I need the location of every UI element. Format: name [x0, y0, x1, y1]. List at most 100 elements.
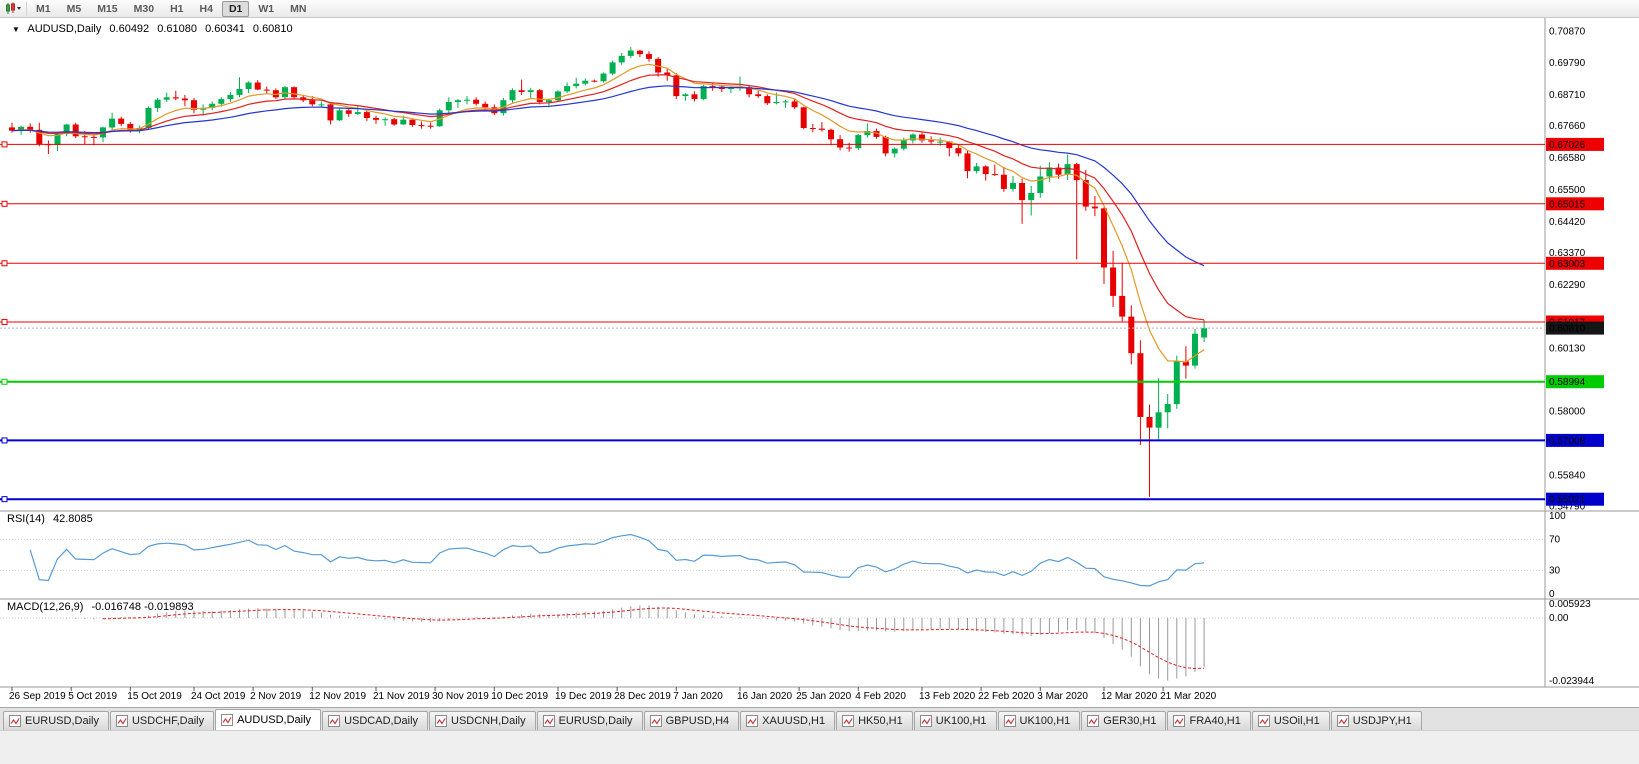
- hline-handle: [1, 200, 8, 207]
- tab-fra40-h1[interactable]: FRA40,H1: [1167, 711, 1251, 730]
- rsi-pane-label: RSI(14) 42.8085: [7, 513, 98, 525]
- macd-axis-label: 0.00: [1549, 613, 1569, 624]
- hline-handle: [1, 496, 8, 503]
- chart-tab-icon: [1087, 715, 1100, 727]
- price-axis-label: 0.68710: [1549, 90, 1586, 101]
- price-axis-label: 0.62290: [1549, 280, 1586, 291]
- tab-label: GBPUSD,H4: [665, 715, 730, 727]
- tab-usdcnh-daily[interactable]: USDCNH,Daily: [429, 711, 536, 730]
- chart-tab-icon: [1336, 715, 1349, 727]
- timeframe-button-d1[interactable]: D1: [221, 0, 250, 17]
- tab-gbpusd-h4[interactable]: GBPUSD,H4: [643, 711, 740, 730]
- timeframe-button-m15[interactable]: M15: [97, 2, 118, 15]
- tab-label: USDCHF,Daily: [131, 715, 205, 727]
- price-axis-label: 0.66580: [1549, 153, 1586, 164]
- ohlc-open: 0.60492: [109, 23, 150, 35]
- price-axis-label: 0.55840: [1549, 470, 1586, 481]
- tab-label: XAUUSD,H1: [762, 715, 826, 727]
- tab-label: FRA40,H1: [1189, 715, 1241, 727]
- price-badge: [1546, 197, 1604, 211]
- tab-eurusd-daily[interactable]: EURUSD,Daily: [536, 711, 643, 730]
- price-axis-label: 0.70870: [1549, 26, 1586, 37]
- tab-eurusd-daily[interactable]: EURUSD,Daily: [3, 711, 109, 730]
- price-axis-label: 0.69790: [1549, 58, 1586, 69]
- macd-signal-line: [102, 607, 1205, 670]
- tab-label: UK100,H1: [935, 715, 987, 727]
- timeframe-button-m1[interactable]: M1: [36, 2, 51, 15]
- date-axis-label: 24 Oct 2019: [191, 691, 246, 702]
- chart-tab-icon: [542, 715, 555, 727]
- tab-uk100-h1[interactable]: UK100,H1: [997, 711, 1081, 730]
- rsi-line: [29, 533, 1205, 587]
- chart-tab-icon: [435, 715, 448, 727]
- chart-tab-icon: [115, 715, 128, 727]
- macd-pane-label: MACD(12,26,9) -0.016748 -0.019893: [7, 601, 199, 613]
- collapse-triangle-icon[interactable]: ▼: [12, 25, 20, 34]
- chart-tabbar: EURUSD,Daily USDCHF,Daily AUDUSD,Daily USDC…: [0, 707, 1639, 730]
- tab-ger30-h1[interactable]: GER30,H1: [1081, 711, 1167, 730]
- date-axis-label: 30 Nov 2019: [432, 691, 489, 702]
- timeframe-button-h4[interactable]: H4: [199, 2, 213, 15]
- chart-window: 0.70870 0.69790 0.68710 0.67660 0.66580 0.655…: [0, 18, 1639, 707]
- chart-tab-icon: [1003, 715, 1016, 727]
- date-axis-label: 21 Nov 2019: [373, 691, 430, 702]
- chart-dropdown-icon[interactable]: [3, 1, 27, 16]
- macd-axis-label: 0.005923: [1549, 599, 1591, 610]
- date-axis-label: 16 Jan 2020: [737, 691, 792, 702]
- tab-usdjpy-h1[interactable]: USDJPY,H1: [1330, 711, 1422, 730]
- hline-handle: [1, 260, 8, 267]
- price-badge-label: 0.67026: [1549, 140, 1586, 151]
- macd-indicator-value: -0.016748 -0.019893: [91, 601, 194, 613]
- timeframe-button-m5[interactable]: M5: [66, 2, 82, 15]
- tab-uk100-h1[interactable]: UK100,H1: [913, 711, 997, 730]
- chart-tab-icon: [328, 715, 341, 727]
- chart-canvas[interactable]: 0.70870 0.69790 0.68710 0.67660 0.66580 0.655…: [0, 18, 1639, 707]
- macd-indicator-name: MACD(12,26,9): [7, 601, 84, 613]
- date-axis-label: 21 Mar 2020: [1160, 691, 1217, 702]
- timeframe-toolbar: M1 M5 M15 M30 H1 H4 D1 W1 MN: [0, 0, 1639, 18]
- price-badge: [1546, 492, 1604, 506]
- price-badge: [1546, 137, 1604, 151]
- tab-usdcad-daily[interactable]: USDCAD,Daily: [322, 711, 429, 730]
- price-axis-label: 0.58000: [1549, 407, 1586, 418]
- timeframe-button-m30[interactable]: M30: [133, 2, 155, 15]
- chart-tab-icon: [919, 715, 932, 727]
- date-axis-label: 10 Dec 2019: [491, 691, 548, 702]
- hline-handle: [1, 437, 8, 444]
- tab-hk50-h1[interactable]: HK50,H1: [836, 711, 913, 730]
- tab-xauusd-h1[interactable]: XAUUSD,H1: [740, 711, 836, 730]
- date-axis-label: 28 Dec 2019: [614, 691, 671, 702]
- timeframe-button-w1[interactable]: W1: [258, 2, 275, 15]
- ma-line-16: [11, 74, 1205, 321]
- date-axis-label: 2 Nov 2019: [250, 691, 302, 702]
- rsi-indicator-value: 42.8085: [52, 513, 93, 525]
- tab-label: USDCAD,Daily: [344, 715, 419, 727]
- ohlc-high: 0.61080: [157, 23, 197, 35]
- tab-label: AUDUSD,Daily: [237, 714, 312, 726]
- rsi-axis-label: 30: [1549, 566, 1561, 577]
- tab-label: USDCNH,Daily: [451, 715, 526, 727]
- date-axis-label: 13 Feb 2020: [919, 691, 976, 702]
- price-badge: [1546, 375, 1604, 389]
- timeframe-button-mn[interactable]: MN: [290, 2, 307, 15]
- tab-audusd-daily[interactable]: AUDUSD,Daily: [215, 709, 322, 730]
- tab-usdchf-daily[interactable]: USDCHF,Daily: [109, 711, 215, 730]
- date-axis-label: 5 Oct 2019: [68, 691, 117, 702]
- price-axis-label: 0.60130: [1549, 344, 1586, 355]
- tab-usoil-h1[interactable]: USOil,H1: [1251, 711, 1330, 730]
- timeframe-toolbar-buttons: M1 M5 M15 M30 H1 H4 D1 W1 MN: [29, 0, 313, 17]
- price-badge-label: 0.58994: [1549, 377, 1586, 388]
- price-axis-label: 0.54790: [1549, 502, 1586, 513]
- chart-symbol-label: AUDUSD,Daily: [27, 23, 102, 35]
- timeframe-button-h1[interactable]: H1: [170, 2, 184, 15]
- candles-layer: [9, 47, 1208, 497]
- chart-tab-icon: [649, 715, 662, 727]
- date-axis-label: 12 Nov 2019: [309, 691, 366, 702]
- tab-label: USOil,H1: [1273, 715, 1320, 727]
- tab-label: HK50,H1: [858, 715, 903, 727]
- status-bar: [0, 730, 1639, 764]
- rsi-axis-label: 0: [1549, 589, 1555, 600]
- date-axis-label: 4 Feb 2020: [855, 691, 906, 702]
- price-badge: [1546, 433, 1604, 447]
